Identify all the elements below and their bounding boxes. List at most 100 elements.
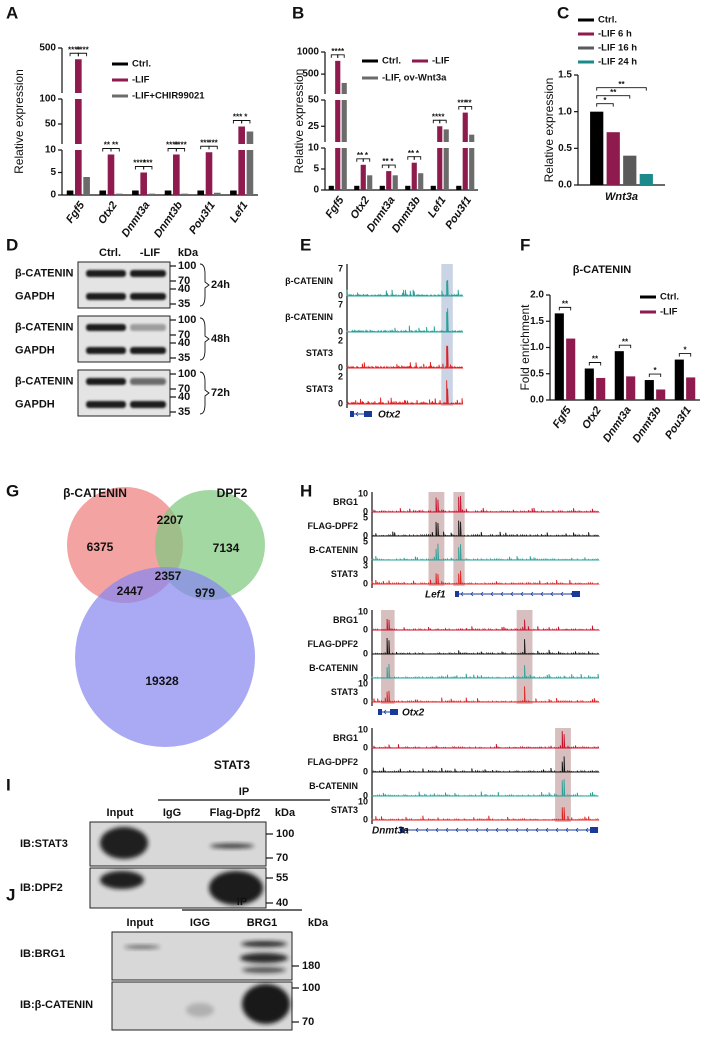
row-label: β-CATENIN [15, 321, 74, 333]
sig-label: ** [622, 337, 629, 346]
bar [148, 193, 156, 195]
track-scale: 0 [363, 554, 368, 564]
bar [626, 376, 636, 400]
panel-letter: F [520, 235, 530, 254]
track-label: β-CATENIN [285, 276, 333, 286]
bar [115, 193, 123, 195]
row-label: IB:STAT3 [20, 838, 68, 850]
sig-label: ** [562, 299, 569, 308]
track-scale: 0 [363, 648, 368, 658]
track-scale: 10 [358, 678, 368, 688]
track-label: STAT3 [331, 569, 358, 579]
highlight [516, 610, 533, 704]
region-count: 2207 [157, 513, 184, 527]
sig-label: * [683, 346, 687, 355]
row-label: GAPDH [15, 398, 55, 410]
highlight [381, 610, 395, 704]
marker-label: 40 [178, 337, 190, 349]
bar [335, 60, 341, 94]
band [86, 324, 126, 331]
gene-arrow [515, 827, 519, 833]
bar [462, 112, 468, 142]
gene-arrow [500, 591, 504, 597]
panel-letter: H [300, 481, 312, 500]
bar [554, 313, 564, 400]
legend-label: -LIF 6 h [598, 29, 632, 40]
time-label: 48h [211, 333, 230, 345]
gene-arrow [530, 591, 534, 597]
highlight [453, 492, 465, 586]
brace [199, 317, 210, 361]
track-label: STAT3 [331, 805, 358, 815]
exon [390, 709, 398, 715]
track-scale: 3 [363, 560, 368, 570]
track-scale: 0 [363, 790, 368, 800]
bar [173, 154, 180, 195]
bar [674, 359, 684, 400]
bar [386, 171, 392, 190]
gene-label: Otx2 [378, 410, 401, 421]
track-scale: 5 [363, 512, 368, 522]
track-scale: 0 [363, 742, 368, 752]
sig-label: *** [200, 138, 210, 147]
y-tick-label: 0.5 [530, 368, 544, 379]
unit-label: kDa [275, 807, 296, 819]
bar [430, 185, 436, 190]
track-scale: 0 [363, 506, 368, 516]
bar [164, 190, 172, 195]
bar [623, 155, 637, 185]
panel-letter: E [300, 235, 311, 254]
brace [199, 263, 210, 307]
band [209, 871, 263, 905]
row-label: β-CATENIN [15, 267, 74, 279]
gene-label: Otx2 [402, 708, 425, 719]
track-label: B-CATENIN [309, 781, 358, 791]
bar [584, 368, 594, 400]
gene-arrow [575, 827, 579, 833]
bar [456, 185, 462, 190]
track-label: BRG1 [333, 615, 358, 625]
region-count: 6375 [87, 540, 114, 554]
row-label: IB:BRG1 [20, 948, 65, 960]
region-count: 7134 [213, 541, 240, 555]
band [130, 347, 166, 354]
gene-arrow [415, 827, 419, 833]
bar [107, 154, 115, 195]
track-scale: 7 [338, 263, 343, 273]
sig-bracket [678, 353, 692, 357]
track-scale: 0 [338, 290, 343, 300]
track-label: BRG1 [333, 733, 358, 743]
blot-frame [77, 261, 171, 309]
sig-label: ** [112, 141, 119, 150]
sig-bracket [558, 306, 572, 311]
bar [462, 148, 468, 190]
x-tick-label: Wnt3a [605, 191, 638, 203]
marker-label: 100 [276, 828, 294, 840]
gene-arrow [540, 591, 544, 597]
bar [197, 190, 205, 195]
gene-label: Dnmt3a [372, 826, 409, 837]
track-scale: 0 [338, 326, 343, 336]
bar [213, 192, 221, 195]
bar [686, 377, 696, 400]
band [100, 827, 148, 859]
track-scale: 7 [338, 299, 343, 309]
marker-label: 100 [178, 368, 196, 380]
gene-arrow [560, 591, 564, 597]
y-axis-label: Relative expression [12, 69, 26, 174]
sig-label: * [653, 366, 657, 375]
track-scale: 0 [363, 578, 368, 588]
bar [443, 129, 449, 142]
gene-arrow [505, 827, 509, 833]
sig-label: ** [382, 157, 389, 166]
y-tick-label: 10 [308, 143, 320, 154]
venn-circle [75, 567, 255, 747]
bar [335, 148, 341, 190]
sig-label: ** [610, 88, 617, 97]
y-tick-label: 0 [313, 185, 319, 196]
track-scale: 2 [338, 335, 343, 345]
highlight [555, 728, 571, 822]
band [240, 953, 288, 963]
band [86, 378, 126, 385]
sig-label: **** [166, 141, 179, 150]
